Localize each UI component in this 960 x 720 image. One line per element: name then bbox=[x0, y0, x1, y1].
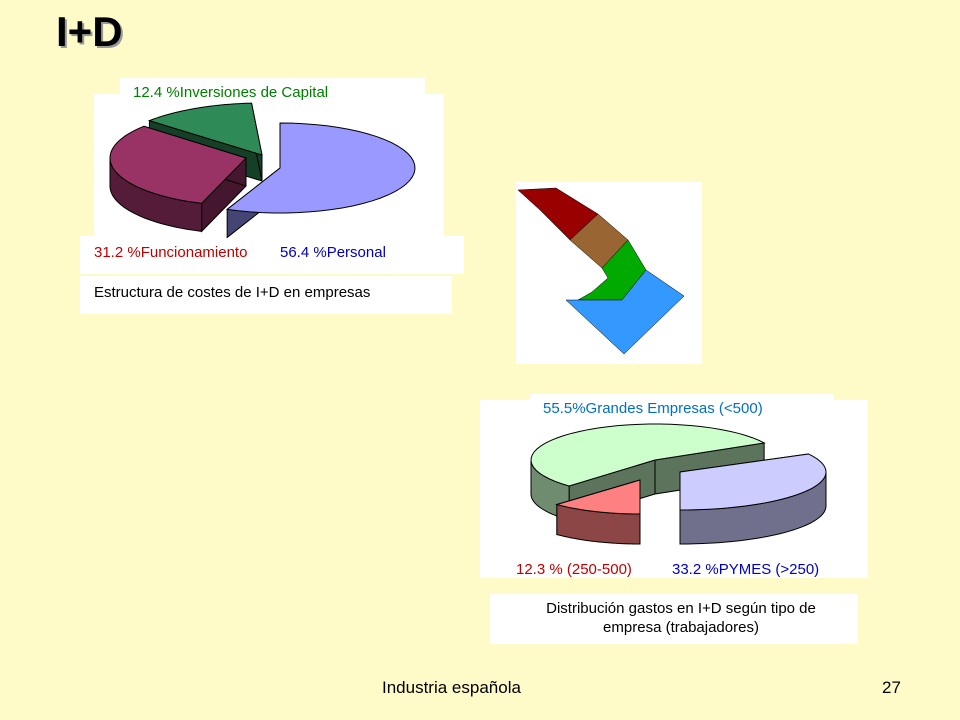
chart-2-caption-line1: Distribución gastos en I+D según tipo de bbox=[546, 600, 816, 617]
chart-2-caption-bg bbox=[490, 594, 858, 644]
slice-pymes bbox=[679, 453, 827, 545]
chart-2-label-pymes: 33.2 %PYMES (>250) bbox=[672, 561, 820, 578]
page-number: 27 bbox=[882, 678, 901, 697]
arrow-head bbox=[565, 269, 685, 355]
chart-1-label-capital: 12.4 %Inversiones de Capital bbox=[133, 84, 329, 101]
chart-2-label-medianas: 12.3 % (250-500) bbox=[516, 561, 632, 578]
chart-1-caption-bg bbox=[80, 276, 452, 314]
slice-medianas bbox=[555, 479, 641, 545]
chart-1-caption: Estructura de costes de I+D en empresas bbox=[94, 284, 371, 301]
chart-1-label-funcionamiento: 31.2 %Funcionamiento bbox=[94, 244, 248, 261]
chart-2-label-grandes: 55.5%Grandes Empresas (<500) bbox=[543, 400, 763, 417]
slice-personal bbox=[225, 122, 416, 239]
footer-label: Industria española bbox=[382, 678, 521, 697]
chart-1-label-personal: 56.4 %Personal bbox=[280, 244, 386, 261]
chart-1-bottom-label-bg bbox=[80, 236, 464, 274]
chart-2-caption-line2: empresa (trabajadores) bbox=[603, 619, 759, 636]
slice-funcionamiento bbox=[109, 125, 247, 233]
slide-title: I+D bbox=[56, 8, 123, 55]
chart-2-caption: Distribución gastos en I+D según tipo de… bbox=[526, 599, 836, 637]
